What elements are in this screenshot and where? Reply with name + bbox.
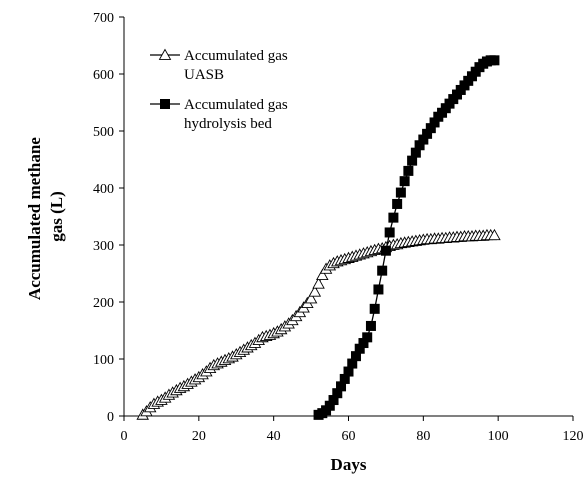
data-point [328,395,339,406]
x-tick-label: 60 [342,429,356,444]
y-tick-label: 700 [93,11,114,26]
series-line [142,234,495,416]
y-tick-label: 500 [93,125,114,140]
data-point [350,351,361,362]
data-point [373,284,384,295]
data-point [488,228,501,241]
x-tick-label: 20 [192,429,206,444]
data-point [489,55,500,66]
data-point [384,227,395,238]
data-point [395,187,406,198]
data-point [339,373,350,384]
data-point [369,303,380,314]
data-point [418,134,429,145]
ticks: 0 100 200 300 400 500 600 700 0 20 40 60 80 100 120 [93,11,584,444]
x-axis-title: Days [331,455,367,474]
y-tick-label: 100 [93,353,114,368]
legend-marker [158,48,172,60]
data-point [429,117,440,128]
x-tick-label: 100 [488,429,509,444]
y-tick-label: 300 [93,239,114,254]
data-point [332,388,343,399]
data-point [425,123,436,134]
data-point [358,338,369,349]
series-2 [313,55,500,420]
data-point [312,277,325,289]
data-point [343,366,354,377]
data-point [316,268,329,281]
data-point [388,212,399,223]
data-point [380,245,391,256]
data-point [304,292,318,304]
data-point [354,343,365,354]
series-layer [136,55,501,420]
data-point [410,147,421,158]
series-1 [136,228,501,420]
legend-label: hydrolysis bed [184,116,272,132]
legend-label: Accumulated gas [184,48,288,64]
legend-item: Accumulated gas hydrolysis bed [150,97,288,132]
data-point [308,285,322,297]
data-point [407,155,418,166]
data-point [392,198,403,209]
legend-marker [160,99,170,109]
legend-label: UASB [184,67,224,83]
data-point [414,140,425,151]
data-point [403,165,414,176]
data-point [347,358,358,369]
data-point [422,128,433,139]
data-point [324,400,335,411]
x-tick-label: 80 [416,429,430,444]
y-axis-title-line-1: Accumulated methane [25,137,44,300]
legend-item: Accumulated gas UASB [150,48,288,83]
y-tick-label: 600 [93,68,114,83]
data-point [377,265,388,276]
data-point [362,332,373,343]
x-tick-label: 0 [121,429,128,444]
y-tick-label: 200 [93,296,114,311]
y-tick-label: 0 [107,410,114,425]
y-axis-title-line-2: gas (L) [47,191,66,242]
y-tick-label: 400 [93,182,114,197]
data-point [336,381,347,392]
x-tick-label: 40 [267,429,281,444]
y-axis-title: Accumulated methane gas (L) [25,133,66,300]
x-tick-label: 120 [563,429,584,444]
legend: Accumulated gas UASB Accumulated gas hydrol… [150,48,288,132]
data-point [365,320,376,331]
data-point [399,176,410,187]
legend-label: Accumulated gas [184,97,288,113]
